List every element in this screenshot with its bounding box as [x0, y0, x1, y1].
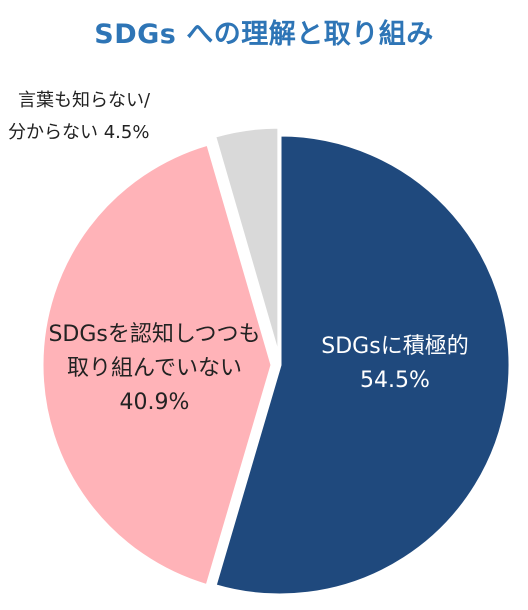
slice-label-aware-line1: SDGsを認知しつつも — [48, 322, 261, 347]
slice-label-active-name: SDGsに積極的 — [321, 334, 469, 359]
slice-label-aware-value: 40.9% — [119, 390, 190, 416]
slice-label-unknown-line1: 言葉も知らない/ — [18, 90, 151, 111]
pie-slice-unknown — [212, 125, 281, 358]
slice-label-aware: SDGsを認知しつつも 取り組んでいない 40.9% — [32, 318, 277, 420]
slice-label-unknown-line2: 分からない — [8, 121, 98, 143]
slice-label-unknown-value: 4.5% — [103, 121, 150, 143]
slice-label-unknown: 言葉も知らない/ 分からない 4.5% — [8, 85, 208, 148]
pie-slice-aware — [40, 142, 274, 588]
slice-label-aware-line2: 取り組んでいない — [67, 356, 242, 382]
slice-label-active: SDGsに積極的 54.5% — [300, 330, 490, 398]
chart-title: SDGs への理解と取り組み — [94, 19, 434, 50]
slice-label-active-value: 54.5% — [360, 368, 430, 394]
pie-slice-active — [213, 133, 512, 597]
